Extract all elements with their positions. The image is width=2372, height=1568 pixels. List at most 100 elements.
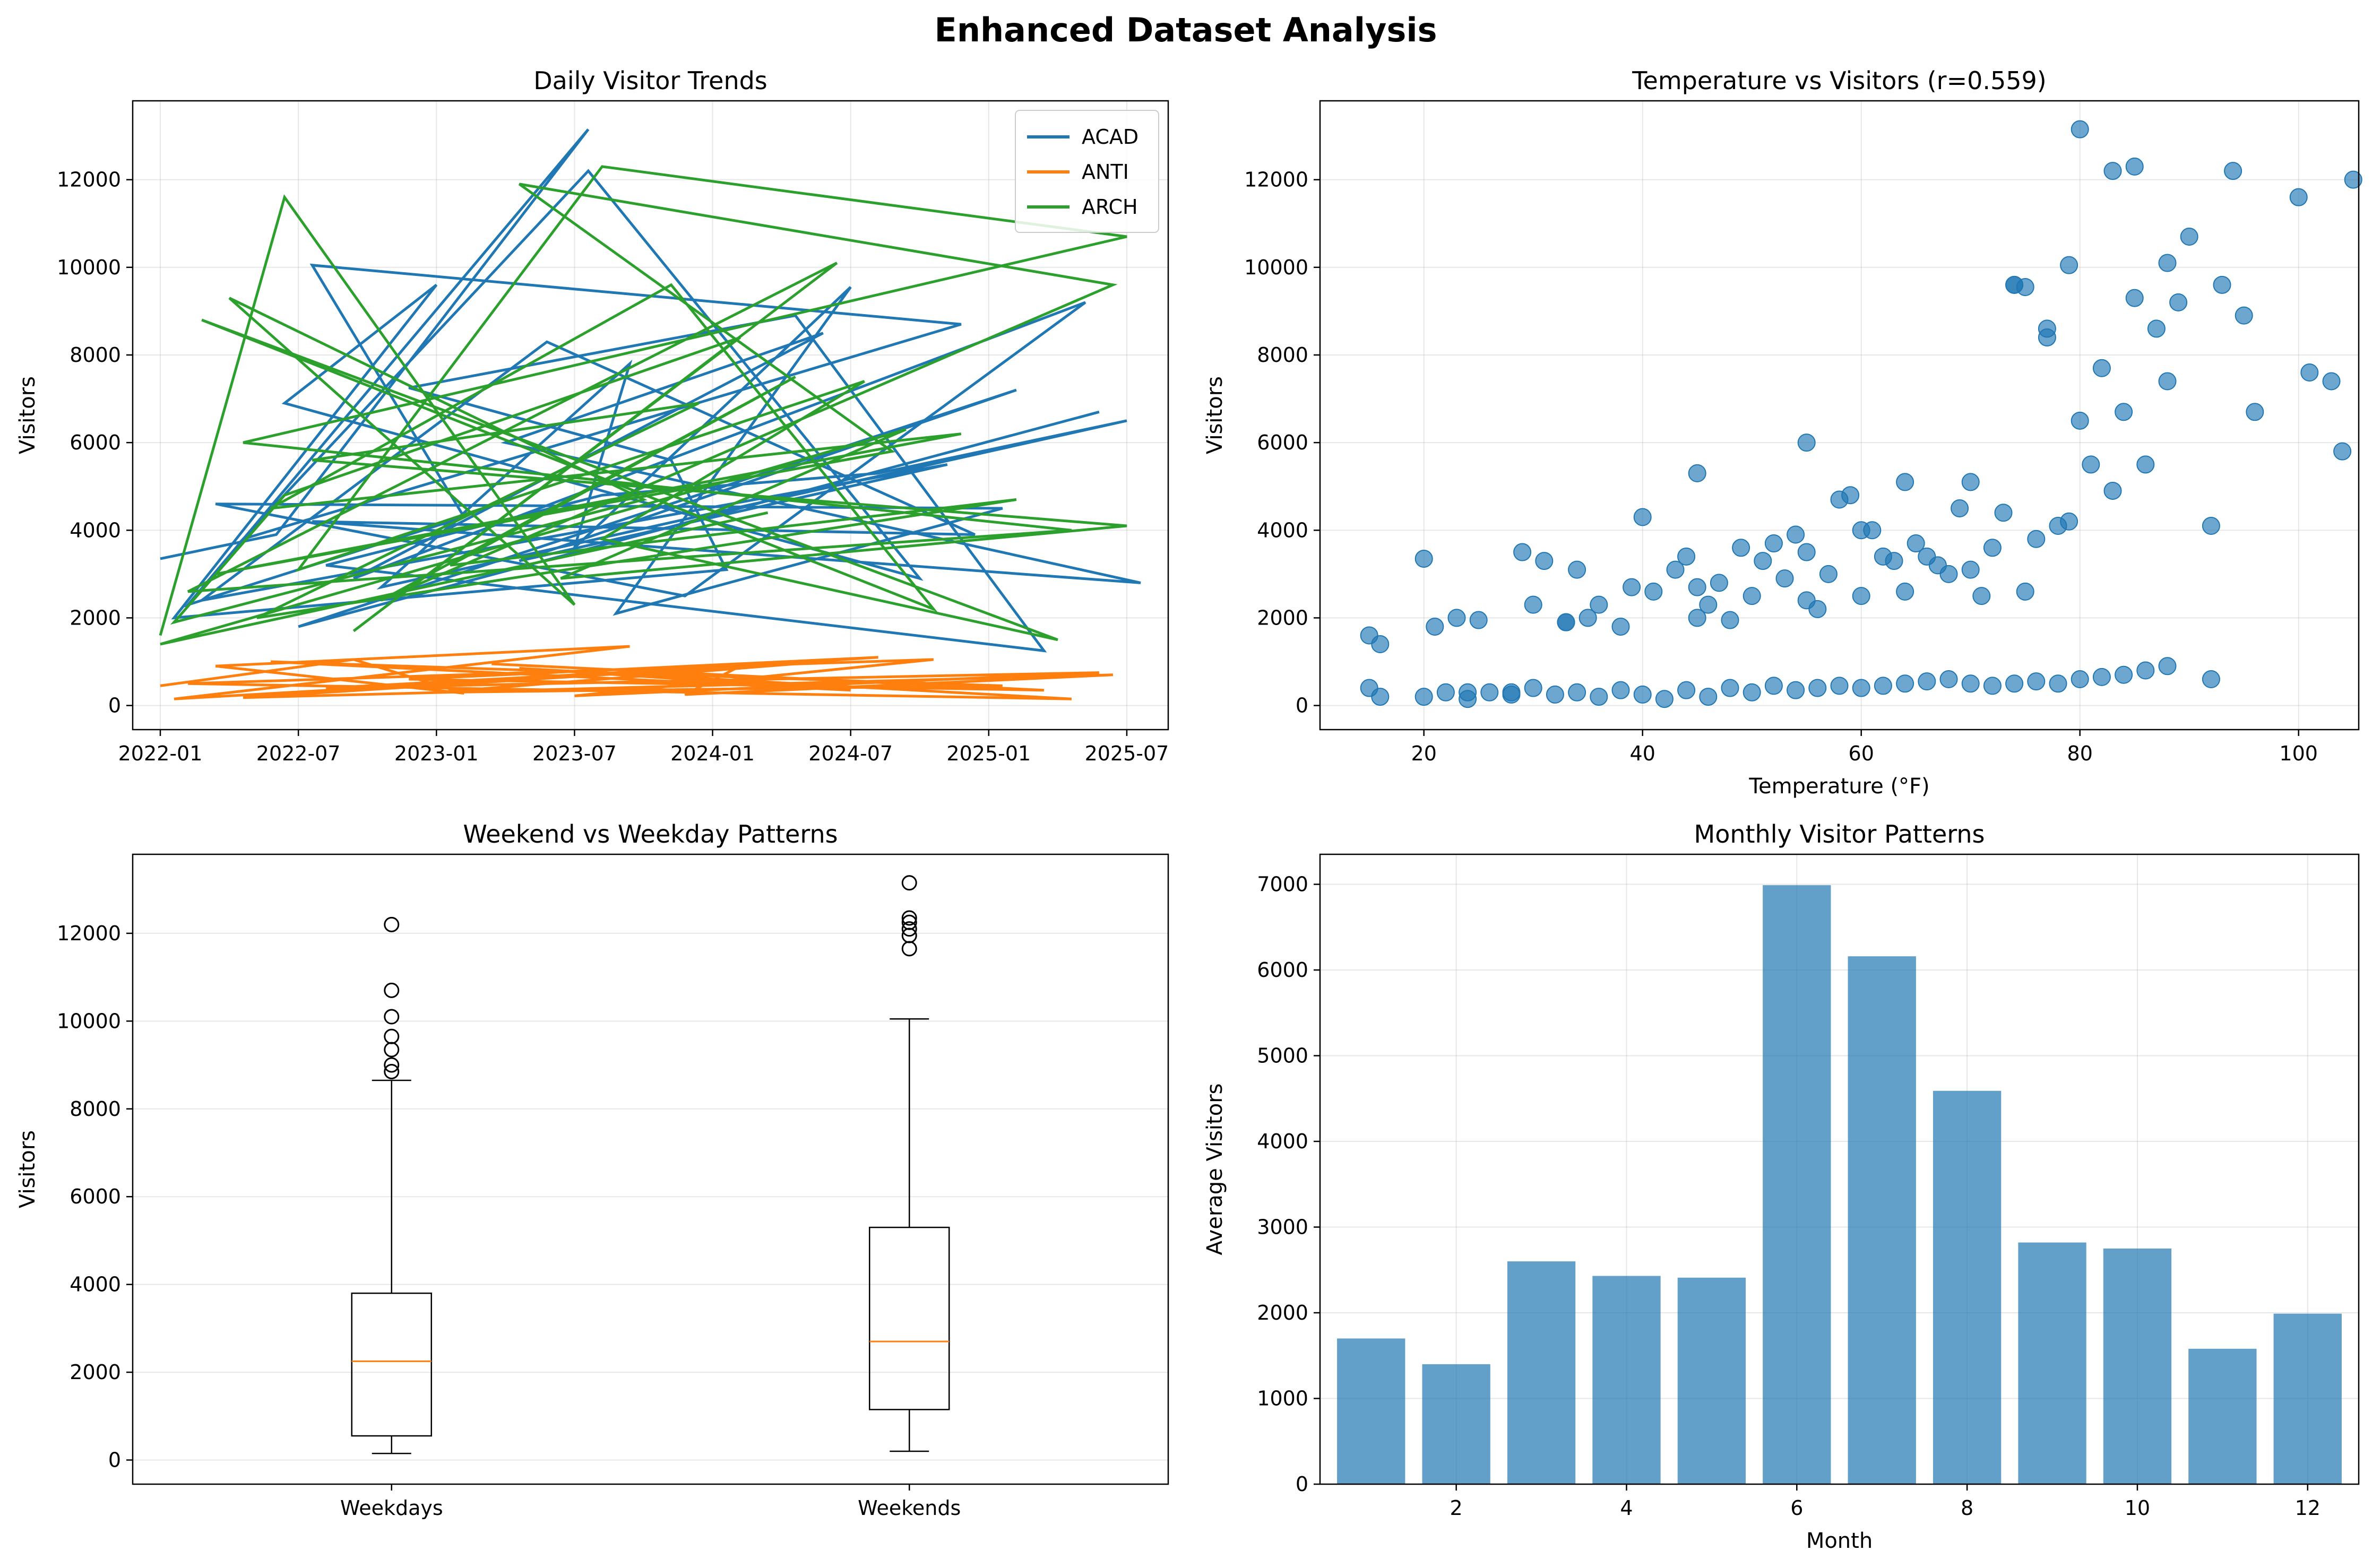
scatter-point	[1414, 688, 1433, 706]
scatter-point	[1819, 565, 1838, 583]
scatter-point	[1961, 674, 1980, 693]
scatter-point	[1939, 670, 1958, 689]
monthly-xlabel: Month	[1806, 1529, 1873, 1553]
scatter-point	[1896, 473, 1914, 491]
monthly-xtick-label: 12	[2295, 1496, 2321, 1520]
monthly-ylabel: Average Visitors	[1203, 1084, 1227, 1255]
scatter-point	[1633, 685, 1652, 704]
scatter-point	[1655, 690, 1674, 708]
legend-label-arch: ARCH	[1082, 195, 1138, 219]
scatter-ytick-label: 12000	[1244, 168, 1308, 192]
boxplot-title: Weekend vs Weekday Patterns	[463, 820, 838, 848]
scatter-point	[1896, 674, 1914, 693]
monthly-ytick-label: 2000	[1257, 1301, 1308, 1324]
scatter-point	[1797, 591, 1816, 610]
boxplot-xtick-label: Weekdays	[340, 1496, 443, 1520]
box-weekends	[869, 875, 950, 1452]
scatter-point	[1447, 609, 1466, 627]
boxplot-axes: Weekend vs Weekday Patterns Visitors Weekd…	[15, 820, 1169, 1520]
scatter-point	[2125, 157, 2144, 176]
trends-xtick-label: 2024-01	[670, 742, 755, 765]
bar-month-2	[1422, 1364, 1490, 1484]
scatter-xtick-label: 100	[2279, 742, 2318, 765]
legend-box	[1015, 110, 1159, 233]
trends-xtick-label: 2022-07	[256, 742, 341, 765]
box-outlier	[384, 1028, 400, 1044]
monthly-xtick-label: 10	[2125, 1496, 2150, 1520]
scatter-point	[2071, 120, 2089, 138]
scatter-point	[1611, 617, 1630, 636]
box-outlier	[384, 1042, 400, 1058]
boxplot-ylabel: Visitors	[15, 1130, 40, 1208]
trends-xtick-label: 2023-01	[394, 742, 479, 765]
trends-legend: ACAD ANTI ARCH	[1015, 110, 1159, 233]
scatter-ylabel: Visitors	[1203, 376, 1227, 454]
scatter-axes: Temperature vs Visitors (r=0.559) Visitor…	[1203, 66, 2362, 799]
scatter-point	[1918, 672, 1936, 691]
scatter-point	[1732, 539, 1750, 557]
scatter-point	[1633, 508, 1652, 526]
scatter-point	[1972, 587, 1991, 605]
monthly-ytick-label: 4000	[1257, 1130, 1308, 1153]
scatter-point	[1611, 681, 1630, 699]
trends-ytick-label: 0	[108, 694, 121, 717]
trends-title: Daily Visitor Trends	[533, 66, 767, 95]
scatter-ytick-label: 10000	[1244, 256, 1308, 279]
scatter-point	[2115, 665, 2133, 684]
bar-month-6	[1763, 885, 1831, 1484]
trends-xtick-label: 2023-07	[532, 742, 617, 765]
scatter-point	[1710, 574, 1728, 592]
monthly-frame	[1319, 853, 2360, 1485]
boxplot-xtick-label: Weekends	[858, 1496, 961, 1520]
scatter-point	[1623, 578, 1641, 596]
box-outlier	[901, 914, 917, 930]
scatter-point	[1677, 547, 1696, 566]
scatter-point	[2322, 372, 2341, 391]
monthly-ytick-label: 3000	[1257, 1216, 1308, 1239]
monthly-axes: Monthly Visitor Patterns Average Visitors…	[1203, 820, 2360, 1553]
scatter-point	[1677, 681, 1696, 699]
scatter-point	[1688, 464, 1706, 482]
trends-xtick-label: 2025-01	[946, 742, 1031, 765]
scatter-point	[1459, 690, 1477, 708]
trends-ylabel: Visitors	[15, 376, 40, 454]
scatter-point	[2103, 481, 2122, 500]
boxplot-ytick-label: 4000	[70, 1273, 121, 1296]
trends-ytick-label: 2000	[70, 606, 121, 629]
monthly-xtick-label: 2	[1450, 1496, 1463, 1520]
scatter-point	[2027, 672, 2046, 691]
trends-frame	[132, 100, 1169, 731]
boxplot-ytick-label: 2000	[70, 1361, 121, 1384]
box-iqr	[869, 1226, 950, 1410]
scatter-point	[2169, 293, 2188, 311]
scatter-xtick-label: 80	[2067, 742, 2093, 765]
scatter-point	[1797, 434, 1816, 452]
scatter-point	[1721, 679, 1739, 697]
scatter-point	[1743, 683, 1761, 701]
monthly-xtick-label: 6	[1790, 1496, 1803, 1520]
scatter-point	[1808, 679, 1827, 697]
scatter-xtick-label: 60	[1849, 742, 1874, 765]
scatter-point	[1983, 539, 2002, 557]
scatter-point	[2016, 278, 2034, 296]
scatter-point	[1568, 560, 1586, 579]
scatter-point	[2092, 668, 2111, 686]
series-line-acad	[160, 128, 1141, 653]
trends-xtick-label: 2022-01	[118, 742, 203, 765]
scatter-point	[1885, 552, 1903, 570]
box-outlier	[384, 1057, 400, 1073]
bar-month-8	[1933, 1090, 2002, 1484]
bar-month-5	[1677, 1277, 1746, 1484]
boxplot-ytick-label: 10000	[57, 1009, 121, 1033]
scatter-title: Temperature vs Visitors (r=0.559)	[1632, 66, 2047, 95]
monthly-xtick-label: 4	[1620, 1496, 1633, 1520]
series-line-arch	[159, 165, 1127, 646]
monthly-title: Monthly Visitor Patterns	[1694, 820, 1985, 848]
boxplot-ytick-label: 0	[108, 1449, 121, 1472]
scatter-point	[1699, 688, 1718, 706]
scatter-point	[2125, 289, 2144, 307]
bar-month-1	[1337, 1338, 1405, 1484]
box-weekdays	[351, 916, 432, 1454]
scatter-point	[1754, 552, 1772, 570]
